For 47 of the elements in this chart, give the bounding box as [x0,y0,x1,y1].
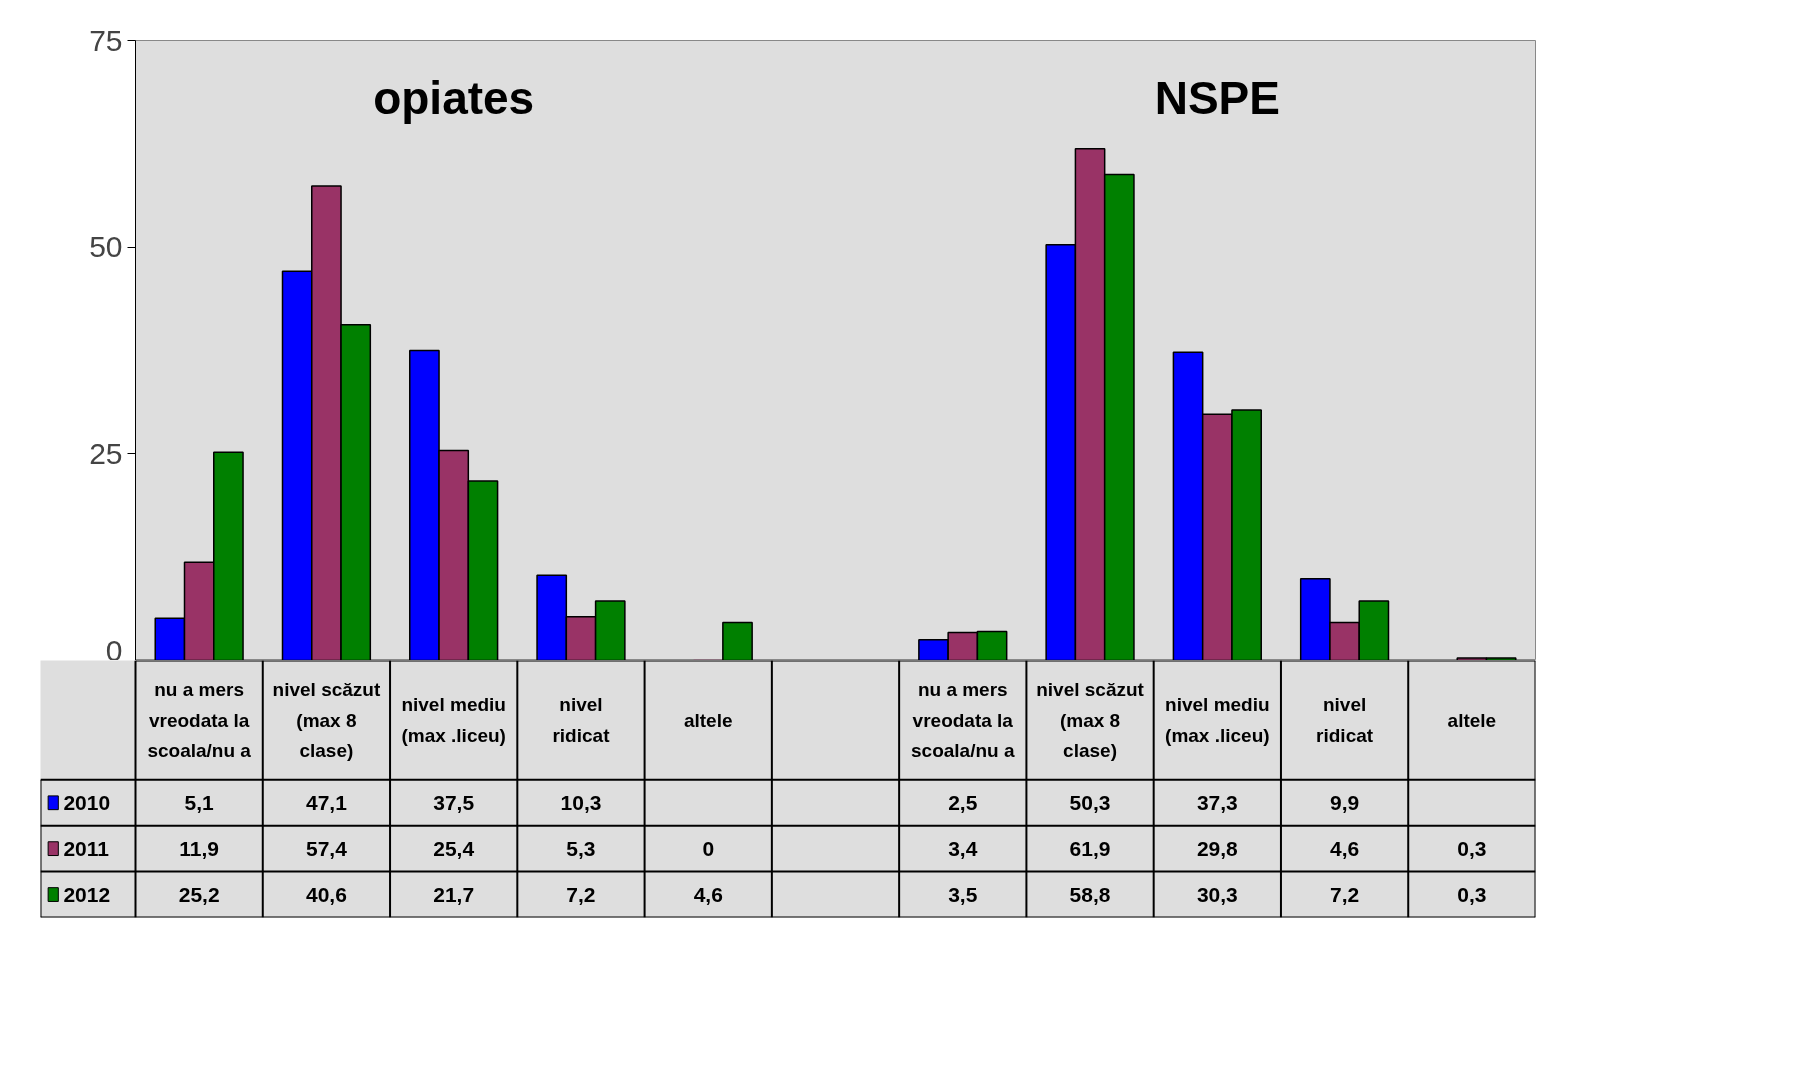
data-label: 25,4 [433,836,475,860]
data-label: 0 [702,836,715,860]
x-tick-label: nivel ridicat [1316,694,1374,746]
data-label: 29,8 [1196,836,1239,860]
data-label: 7,2 [566,882,596,906]
data-label: 47,1 [305,790,348,814]
data-label: 57,4 [305,836,348,860]
data-label: 11,9 [179,836,219,860]
data-label: 5,1 [184,790,215,814]
data-label: 4,6 [1329,836,1360,860]
x-tick-label: nivel scăzut (max 8 clase) [1036,679,1145,762]
data-label: 0,3 [1457,836,1487,860]
data-label: 37,5 [433,790,475,814]
x-tick-label: nu a mers vreodata la scoala/nu a [911,679,1015,762]
annotation: opiates [373,71,535,124]
data-label: 2,5 [948,790,978,814]
legend-label: 2010 [63,790,111,814]
data-label: 0,3 [1457,882,1487,906]
data-label: 10,3 [560,790,602,814]
data-label: 40,6 [305,882,347,906]
data-label: 37,3 [1196,790,1238,814]
data-label: 30,3 [1196,882,1238,906]
annotation: NSPE [1154,71,1280,124]
data-label: 5,3 [566,836,596,860]
x-tick-label: altele [683,709,733,731]
y-tick-label: 75 [89,23,123,57]
data-label: 4,6 [693,882,723,906]
data-label: 21,7 [433,882,475,906]
legend-label: 2012 [63,882,111,906]
y-tick-label: 50 [89,230,123,264]
data-label: 7,2 [1329,882,1360,906]
data-label: 50,3 [1069,790,1111,814]
x-tick-label: nivel mediu (max .liceu) [1165,694,1270,746]
x-tick-label: nivel scăzut (max 8 clase) [272,679,381,762]
data-label: 9,9 [1329,790,1360,814]
y-tick-label: 0 [105,633,123,667]
x-tick-label: nivel mediu (max .liceu) [401,694,506,746]
data-label: 3,4 [948,836,978,860]
x-tick-label: nivel ridicat [552,694,611,746]
data-label: 58,8 [1069,882,1111,906]
legend-label: 2011 [63,836,110,860]
data-label: 61,9 [1069,836,1111,860]
y-tick-label: 25 [89,436,123,470]
data-label: 3,5 [948,882,978,906]
x-tick-label: nu a mers vreodata la scoala/nu a [147,679,252,762]
x-tick-label: altele [1447,709,1497,731]
data-label: 25,2 [178,882,220,906]
